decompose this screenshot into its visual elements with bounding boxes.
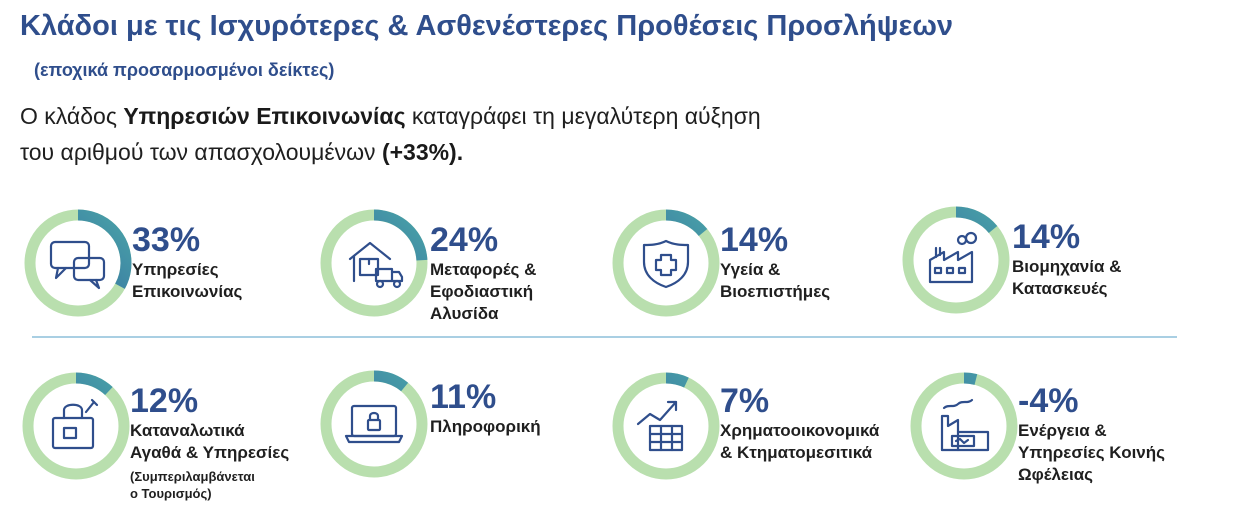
ring-value-arc [612, 372, 720, 480]
lead-line-1: Ο κλάδος Υπηρεσιών Επικοινωνίας καταγράφ… [20, 98, 761, 134]
ring-svg [910, 372, 1018, 480]
factory-icon [900, 204, 1012, 316]
ring-value-arc [320, 370, 428, 478]
lead-line-2: του αριθμού των απασχολουμένων (+33%). [20, 134, 761, 170]
sector-percent: 14% [1012, 218, 1081, 256]
lead-line-2-text: του αριθμού των απασχολουμένων [20, 139, 382, 165]
ring-value-arc [320, 209, 428, 317]
laptop-lock-icon [318, 368, 430, 480]
sector-percent: 12% [130, 382, 199, 420]
ring-value-arc [910, 372, 1018, 480]
ring-svg [902, 206, 1010, 314]
sector-percent: 24% [430, 221, 499, 259]
sector-label-line: Υπηρεσίες [132, 260, 219, 279]
sector-percent: 33% [132, 221, 201, 259]
ring-svg [320, 209, 428, 317]
lead-highlight-value: (+33%). [381, 139, 464, 165]
sector-label-line: Χρηματοοικονομικά [720, 421, 880, 440]
page-title: Κλάδοι με τις Ισχυρότερες & Ασθενέστερες… [20, 10, 953, 42]
ring-value-arc [612, 209, 720, 317]
ring-svg [22, 372, 130, 480]
health-shield-icon [610, 207, 722, 319]
ring-svg [612, 372, 720, 480]
sector-label-line: Επικοινωνίας [132, 282, 243, 301]
sector-label-line: Βιοεπιστήμες [720, 282, 831, 301]
sector-label-line: Πληροφορική [430, 417, 541, 436]
sector-label-line: Αγαθά & Υπηρεσίες [130, 443, 290, 462]
sector-label-line: Ωφέλειας [1018, 465, 1093, 484]
sector-ring [22, 207, 134, 319]
sector-percent: 7% [720, 382, 770, 420]
chat-bubbles-icon [22, 207, 134, 319]
lead-part-1: Ο κλάδος [20, 103, 124, 129]
sector-percent: 11% [430, 378, 497, 416]
sector-label-line: Ενέργεια & [1018, 421, 1107, 440]
row-divider [32, 336, 1177, 338]
sector-ring [908, 370, 1020, 482]
sector-note-line: ο Τουρισμός) [130, 486, 212, 501]
page-subtitle: (εποχικά προσαρμοσμένοι δείκτες) [34, 60, 335, 80]
sector-ring [900, 204, 1012, 316]
ring-svg [612, 209, 720, 317]
sector-percent: -4% [1018, 382, 1079, 420]
sector-label-line: Αλυσίδα [430, 304, 499, 323]
sector-ring [610, 207, 722, 319]
energy-plant-icon [908, 370, 1020, 482]
finance-chart-icon [610, 370, 722, 482]
ring-svg [24, 209, 132, 317]
ring-svg [320, 370, 428, 478]
sector-label-line: Καταναλωτικά [130, 421, 245, 440]
sector-ring [318, 368, 430, 480]
sector-ring [318, 207, 430, 319]
sector-ring [610, 370, 722, 482]
sector-note-line: (Συμπεριλαμβάνεται [130, 469, 255, 484]
ring-value-arc [22, 372, 130, 480]
shopping-bag-icon [20, 370, 132, 482]
sector-label-line: Υγεία & [720, 260, 781, 279]
lead-text: Ο κλάδος Υπηρεσιών Επικοινωνίας καταγράφ… [20, 98, 761, 170]
sector-label-line: & Κτηματομεσιτικά [720, 443, 873, 462]
warehouse-truck-icon [318, 207, 430, 319]
sector-label-line: Κατασκευές [1012, 279, 1108, 298]
sector-ring [20, 370, 132, 482]
sector-label-line: Εφοδιαστική [430, 282, 534, 301]
sector-label-line: Βιομηχανία & [1012, 257, 1122, 276]
sector-label-line: Υπηρεσίες Κοινής [1018, 443, 1165, 462]
ring-value-arc [902, 206, 1010, 314]
lead-highlight-sector: Υπηρεσιών Επικοινωνίας [123, 103, 406, 129]
sector-label-line: Μεταφορές & [430, 260, 537, 279]
lead-part-2: καταγράφει τη μεγαλύτερη αύξηση [405, 103, 761, 129]
ring-value-arc [24, 209, 132, 317]
sector-percent: 14% [720, 221, 789, 259]
